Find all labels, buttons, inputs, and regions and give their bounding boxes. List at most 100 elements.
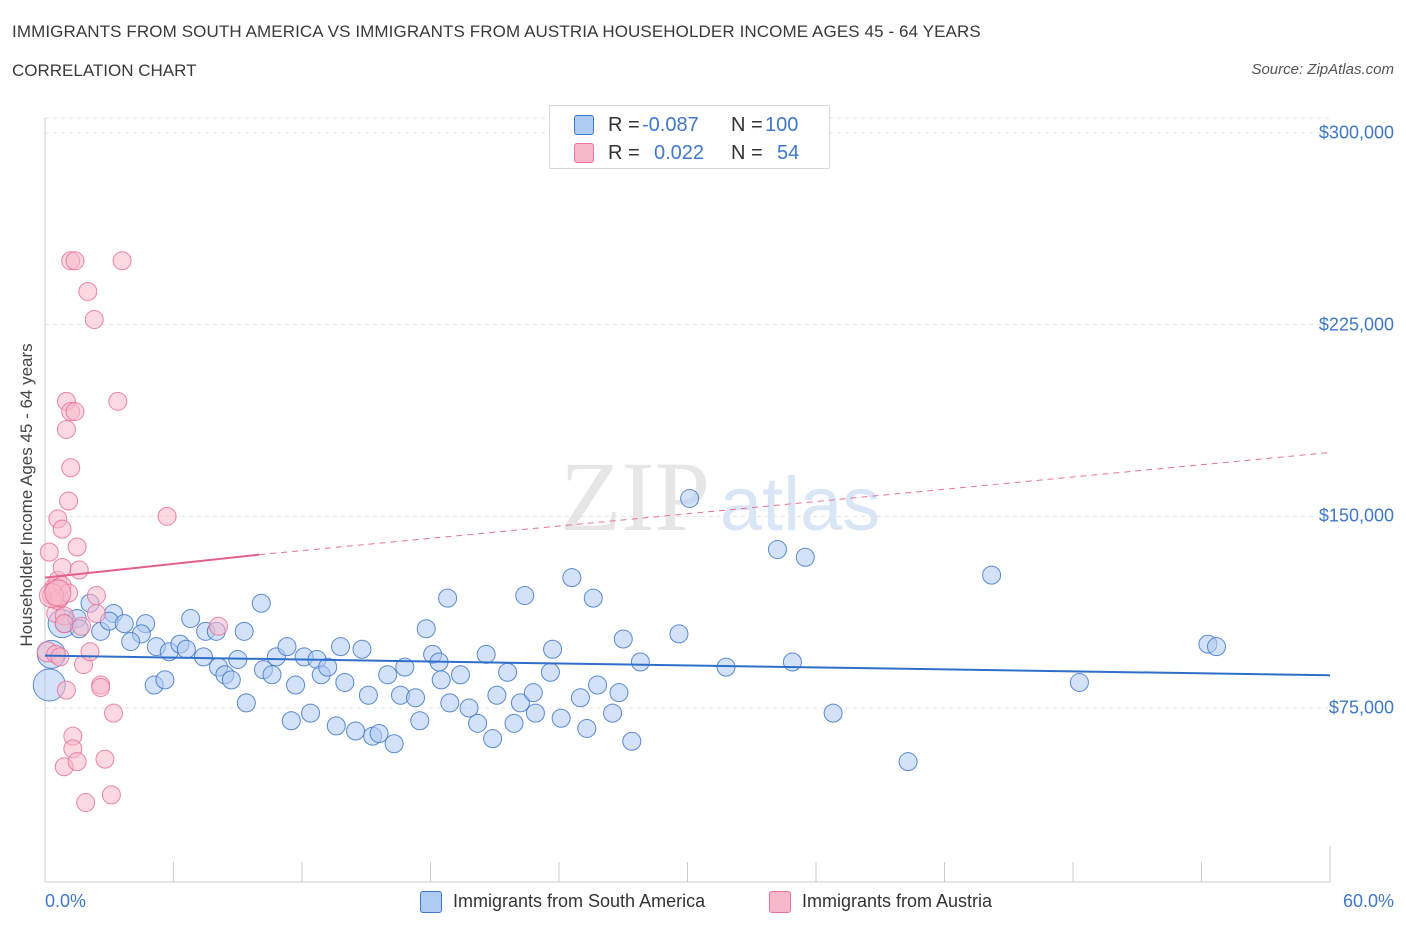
point-austria [86, 603, 106, 623]
point-south-america [176, 639, 196, 659]
point-austria [65, 251, 85, 271]
point-south-america [281, 711, 301, 731]
point-austria [69, 560, 89, 580]
point-austria [56, 680, 76, 700]
point-south-america [384, 734, 404, 754]
point-austria [56, 419, 76, 439]
point-austria [112, 251, 132, 271]
point-austria [52, 519, 72, 539]
point-south-america [346, 721, 366, 741]
point-south-america [438, 588, 458, 608]
point-south-america [326, 716, 346, 736]
legend-n-value: 100 [765, 114, 799, 136]
point-austria [52, 557, 72, 577]
point-south-america [221, 670, 241, 690]
point-austria [44, 579, 72, 607]
point-austria [84, 310, 104, 330]
point-austria [101, 785, 121, 805]
point-south-america [378, 665, 398, 685]
point-south-america [181, 609, 201, 629]
legend-swatch-blue [574, 115, 594, 135]
y-tick-label-300000: $300,000 [1318, 122, 1394, 143]
point-south-america [543, 639, 563, 659]
legend-r-value: 0.022 [654, 142, 705, 164]
point-south-america [540, 662, 560, 682]
point-south-america [416, 619, 436, 639]
x-tick-label-max: 60.0% [1342, 891, 1394, 911]
bottom-legend-label: Immigrants from South America [453, 891, 706, 911]
point-austria [61, 458, 81, 478]
legend-n-label: N = [731, 114, 763, 136]
point-south-america [1069, 672, 1089, 692]
legend-swatch-pink [574, 143, 594, 163]
point-austria [71, 616, 91, 636]
point-south-america [795, 547, 815, 567]
y-tick-label-150000: $150,000 [1318, 505, 1394, 526]
legend-r-value: -0.087 [642, 114, 699, 136]
point-south-america [155, 670, 175, 690]
point-south-america [498, 662, 518, 682]
point-south-america [262, 665, 282, 685]
source-credit: Source: ZipAtlas.com [1251, 61, 1394, 78]
point-austria [157, 506, 177, 526]
point-south-america [286, 675, 306, 695]
point-south-america [622, 731, 642, 751]
point-south-america [680, 488, 700, 508]
legend-r-label: R = [608, 142, 640, 164]
point-south-america [476, 644, 496, 664]
point-south-america [431, 670, 451, 690]
correlation-legend: R = -0.087 N = 100 R = 0.022 N = 54 [549, 105, 830, 169]
point-south-america [982, 565, 1002, 585]
bottom-legend-swatch-pink [769, 891, 791, 913]
point-south-america [583, 588, 603, 608]
point-south-america [767, 540, 787, 560]
point-south-america [369, 724, 389, 744]
point-south-america [570, 688, 590, 708]
trendline-austria-extended [259, 451, 1331, 556]
point-austria [95, 749, 115, 769]
point-south-america [630, 652, 650, 672]
x-tick-label-min: 0.0% [45, 891, 87, 911]
point-south-america [331, 637, 351, 657]
bottom-legend-label: Immigrants from Austria [802, 891, 993, 911]
legend-n-label: N = [731, 142, 763, 164]
point-south-america [450, 665, 470, 685]
point-austria [108, 391, 128, 411]
chart-subtitle: CORRELATION CHART [12, 61, 197, 80]
point-austria [80, 642, 100, 662]
point-austria [208, 616, 228, 636]
legend-n-value: 54 [777, 142, 800, 164]
point-south-america [483, 729, 503, 749]
point-austria [39, 542, 59, 562]
point-south-america [234, 621, 254, 641]
point-south-america [395, 657, 415, 677]
point-austria [59, 491, 79, 511]
legend-r-label: R = [608, 114, 640, 136]
point-south-america [782, 652, 802, 672]
point-south-america [487, 685, 507, 705]
point-south-america [358, 685, 378, 705]
point-south-america [551, 708, 571, 728]
point-south-america [504, 713, 524, 733]
y-tick-label-225000: $225,000 [1318, 314, 1394, 335]
y-tick-label-75000: $75,000 [1328, 697, 1394, 718]
point-austria [86, 586, 106, 606]
point-south-america [236, 693, 256, 713]
point-south-america [114, 614, 134, 634]
point-south-america [603, 703, 623, 723]
point-south-america [823, 703, 843, 723]
trendline-austria [44, 553, 260, 579]
point-south-america [318, 657, 338, 677]
point-south-america [121, 632, 141, 652]
point-south-america [277, 637, 297, 657]
point-south-america [352, 639, 372, 659]
point-south-america [523, 683, 543, 703]
point-austria [78, 281, 98, 301]
point-south-america [251, 593, 271, 613]
point-austria [65, 402, 85, 422]
chart-title: IMMIGRANTS FROM SOUTH AMERICA VS IMMIGRA… [12, 22, 981, 41]
bottom-legend-swatch-blue [420, 891, 442, 913]
point-south-america [898, 752, 918, 772]
point-austria [91, 678, 111, 698]
point-south-america [1206, 637, 1226, 657]
